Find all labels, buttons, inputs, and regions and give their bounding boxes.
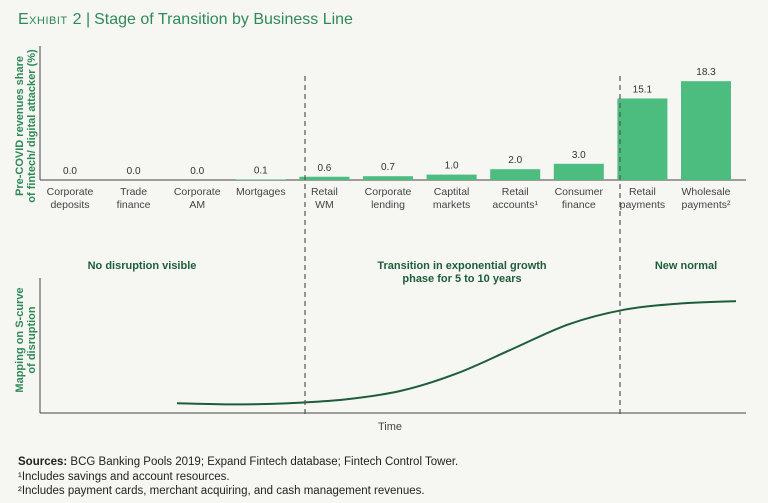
footnote-2: ²Includes payment cards, merchant acquir… bbox=[18, 485, 425, 497]
bar-y-label-line1: Pre-COVID revenues share bbox=[14, 56, 26, 196]
bar-chart: 0.0Corporatedeposits0.0Tradefinance0.0Co… bbox=[14, 46, 746, 211]
category-label: payments bbox=[620, 199, 666, 211]
category-label: Corporate bbox=[365, 186, 412, 198]
phase-label-line2: phase for 5 to 10 years bbox=[402, 273, 521, 285]
s-curve-line bbox=[176, 300, 737, 406]
category-label: Consumer bbox=[555, 186, 604, 198]
category-label: AM bbox=[189, 199, 205, 211]
category-label: Retail bbox=[311, 186, 338, 198]
bar bbox=[681, 81, 731, 180]
phase-label: Transition in exponential growth bbox=[377, 260, 547, 272]
bar-value-label: 15.1 bbox=[633, 84, 653, 95]
bar bbox=[235, 179, 286, 180]
category-label: finance bbox=[562, 199, 596, 211]
bar bbox=[617, 98, 668, 180]
category-label: finance bbox=[117, 199, 151, 211]
category-label: payments² bbox=[681, 199, 731, 211]
category-label: Captital bbox=[434, 186, 470, 198]
category-label: lending bbox=[371, 199, 405, 211]
bar-value-label: 2.0 bbox=[508, 155, 522, 166]
curve-y-label-line1: Mapping on S-curve bbox=[14, 287, 26, 392]
bar bbox=[299, 176, 350, 180]
bar-value-label: 0.7 bbox=[381, 162, 395, 173]
sources-text: BCG Banking Pools 2019; Expand Fintech d… bbox=[67, 456, 459, 468]
bar-y-label-line2: of fintech/ digital attacker (%) bbox=[26, 49, 38, 203]
bar-value-label: 0.0 bbox=[127, 166, 141, 177]
sources-block: Sources: BCG Banking Pools 2019; Expand … bbox=[18, 455, 458, 499]
phase-dividers bbox=[304, 76, 621, 416]
phase-labels: No disruption visible Transition in expon… bbox=[88, 260, 718, 285]
category-label: Retail bbox=[502, 186, 529, 198]
sources-label: Sources: bbox=[18, 456, 68, 468]
footnote-1: ¹Includes savings and account resources. bbox=[18, 470, 230, 483]
category-label: Retail bbox=[629, 186, 656, 198]
bar-value-label: 1.0 bbox=[445, 161, 459, 172]
bar-value-label: 0.1 bbox=[254, 165, 268, 176]
category-label: accounts¹ bbox=[492, 199, 538, 211]
category-label: markets bbox=[433, 199, 470, 211]
category-label: deposits bbox=[50, 199, 89, 211]
category-label: Corporate bbox=[47, 186, 94, 198]
bar bbox=[553, 163, 604, 180]
phase-label: No disruption visible bbox=[88, 260, 197, 272]
phase-label: New normal bbox=[655, 260, 717, 272]
curve-x-label: Time bbox=[378, 421, 402, 433]
bar-value-label: 0.6 bbox=[317, 163, 331, 174]
s-curve-chart: Time Mapping on S-curve of disruption bbox=[14, 278, 746, 433]
bar-value-label: 0.0 bbox=[190, 166, 204, 177]
category-label: Wholesale bbox=[681, 186, 730, 198]
bar bbox=[426, 174, 477, 180]
exhibit-title: Exhibit 2 | Stage of Transition by Busines… bbox=[18, 11, 353, 29]
category-label: Corporate bbox=[174, 186, 221, 198]
title-text: Stage of Transition by Business Line bbox=[94, 11, 353, 28]
bar-value-label: 18.3 bbox=[696, 67, 716, 78]
title-separator: | bbox=[85, 11, 91, 28]
bar bbox=[490, 169, 541, 180]
exhibit-label: Exhibit 2 bbox=[18, 11, 82, 28]
bar bbox=[363, 176, 413, 180]
bar-value-label: 3.0 bbox=[572, 150, 586, 161]
category-label: Mortgages bbox=[236, 186, 286, 198]
category-label: Trade bbox=[120, 186, 147, 198]
bar-value-label: 0.0 bbox=[63, 166, 77, 177]
sources-line: Sources: BCG Banking Pools 2019; Expand … bbox=[18, 455, 458, 470]
curve-y-label-line2: of disruption bbox=[26, 306, 38, 373]
category-label: WM bbox=[315, 199, 334, 211]
